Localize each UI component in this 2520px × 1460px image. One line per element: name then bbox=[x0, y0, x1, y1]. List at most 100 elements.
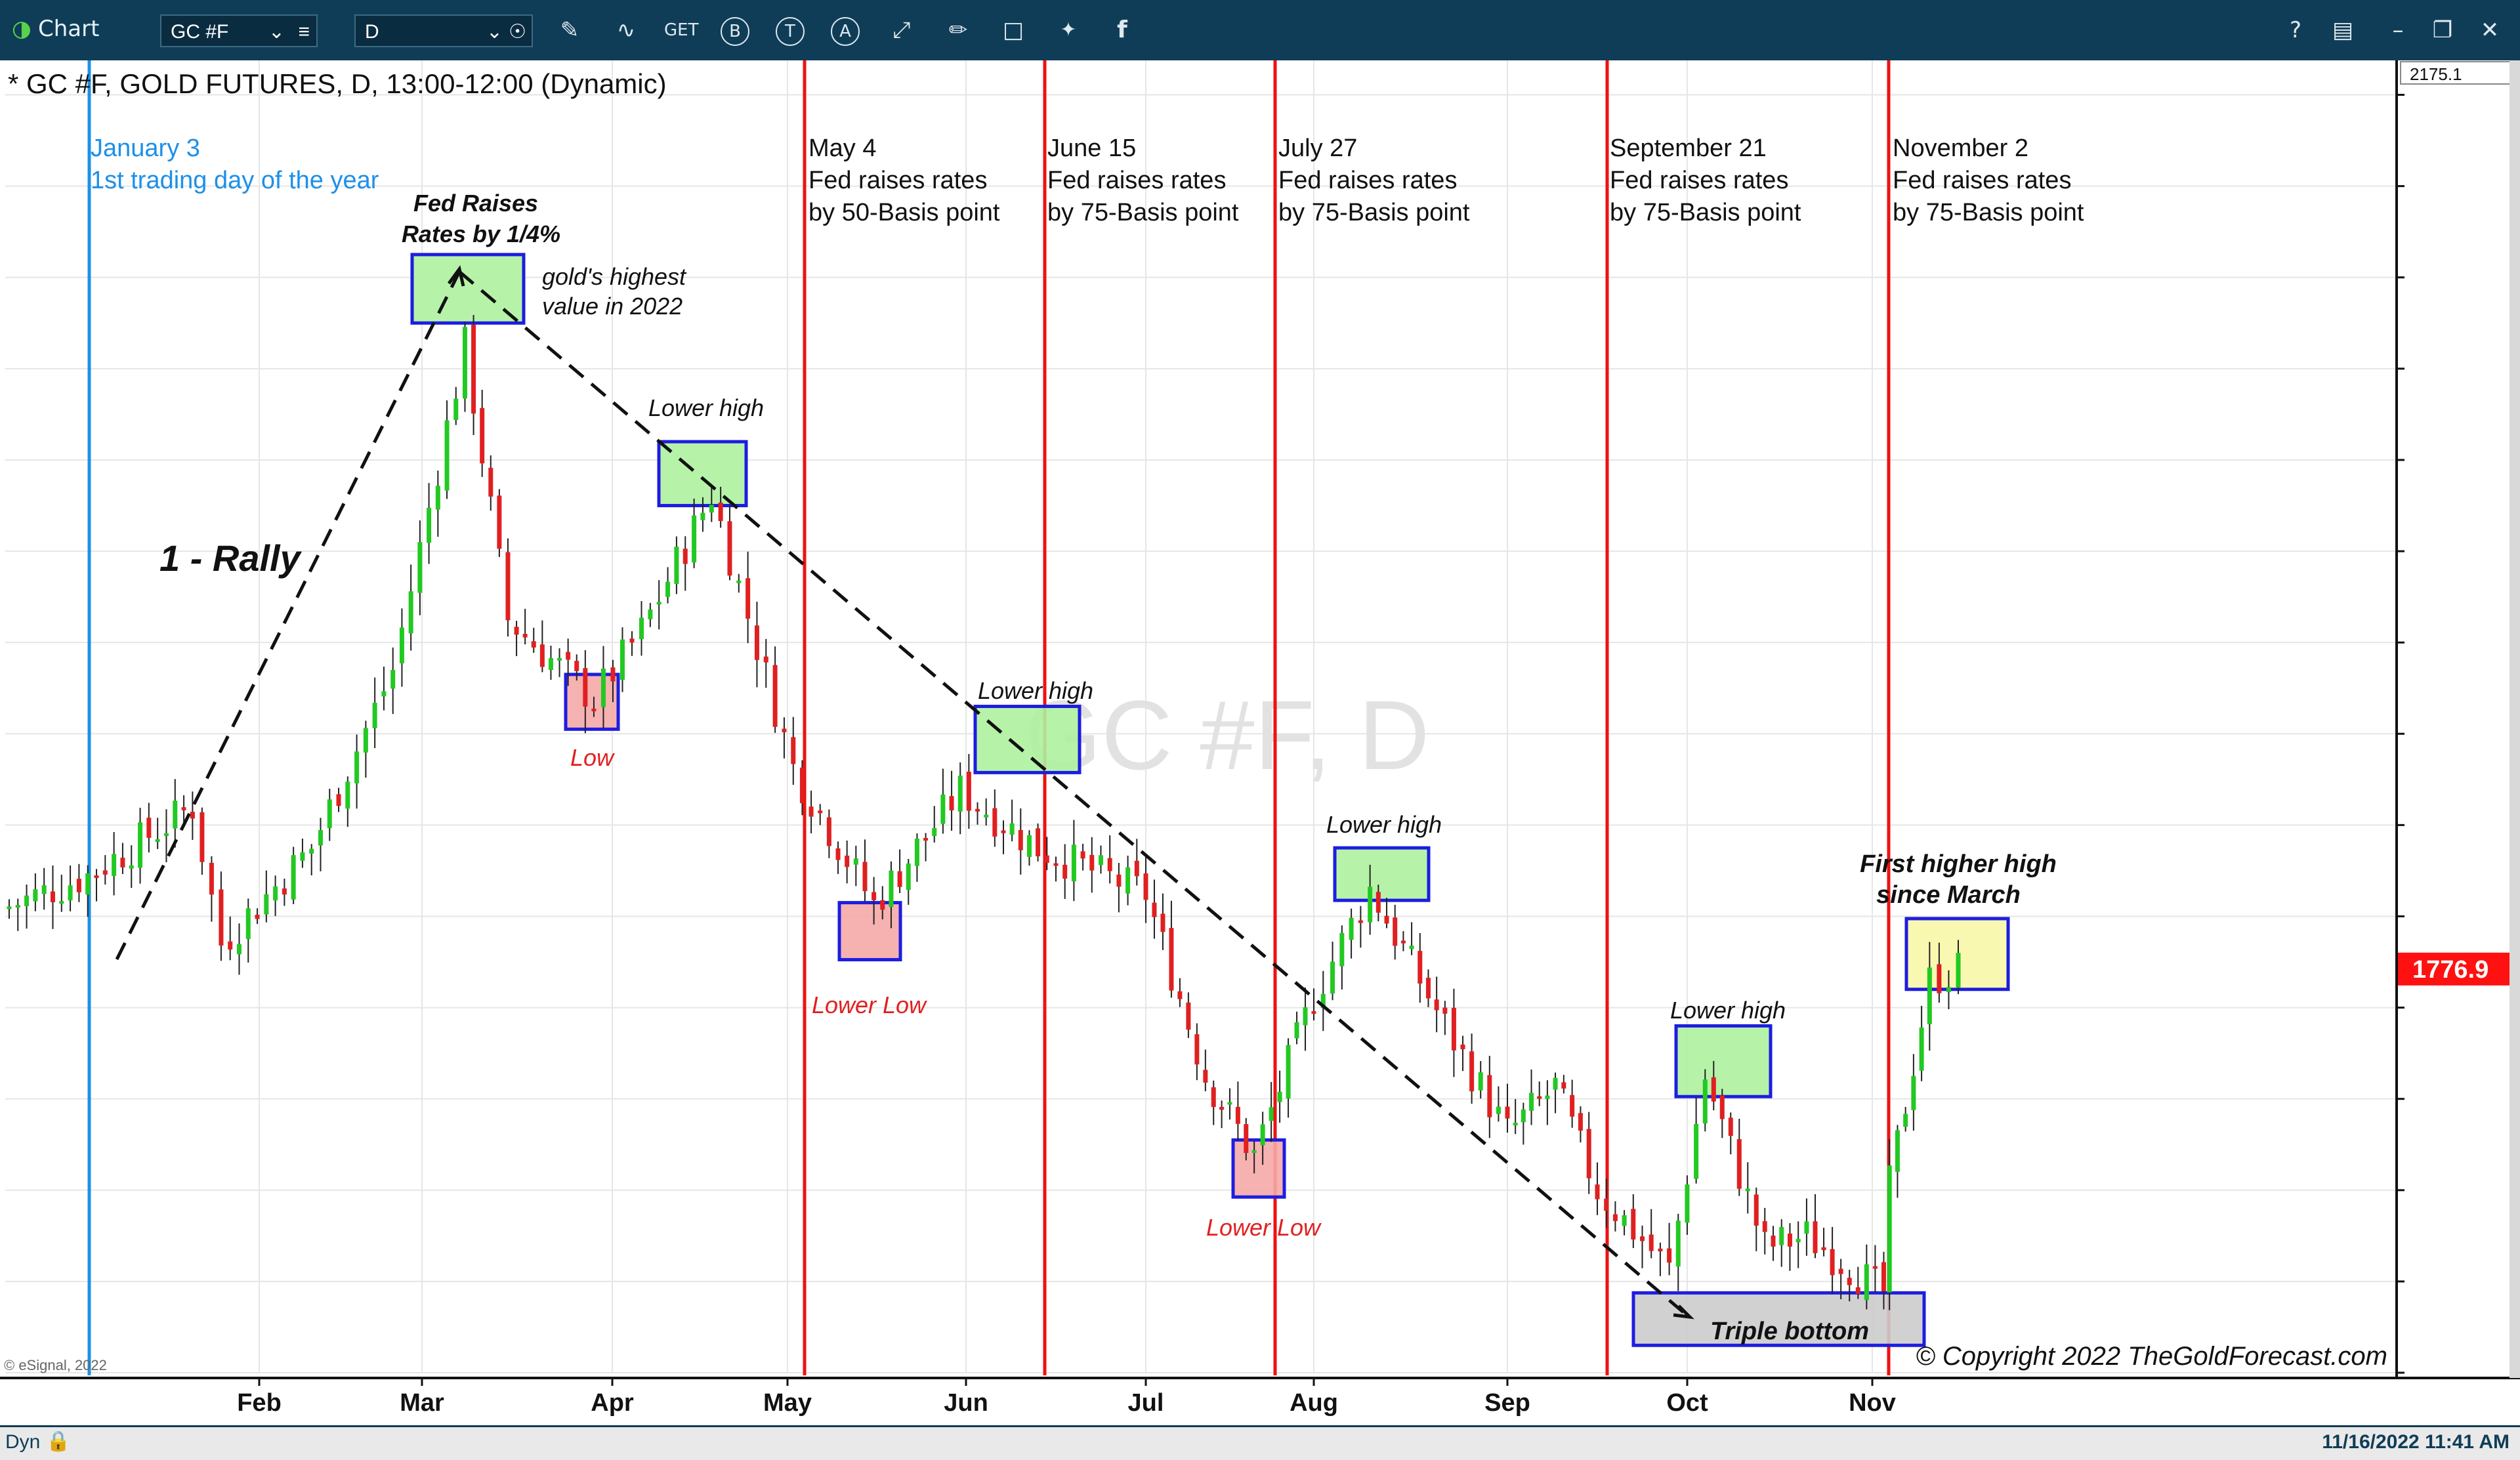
candle-body bbox=[1864, 1264, 1869, 1301]
comment-icon[interactable]: □ bbox=[1002, 17, 1024, 43]
candle-body bbox=[845, 855, 850, 867]
b-icon[interactable]: B bbox=[721, 17, 749, 46]
candle-body bbox=[1116, 874, 1122, 887]
menu-icon[interactable]: ≡ bbox=[298, 21, 310, 43]
candle-body bbox=[548, 657, 553, 671]
candle-body bbox=[255, 914, 260, 919]
time-axis[interactable] bbox=[0, 1378, 2520, 1425]
candle-body bbox=[1487, 1075, 1492, 1117]
candle-body bbox=[1018, 829, 1023, 850]
app-title: Chart bbox=[38, 16, 100, 42]
t-icon[interactable]: T bbox=[776, 17, 805, 46]
chevron-down-icon[interactable]: ⌄ bbox=[268, 21, 285, 43]
edit-icon[interactable]: ✏ bbox=[948, 17, 968, 43]
candle-body bbox=[1303, 1007, 1308, 1026]
candle-body bbox=[782, 728, 787, 732]
minimize-icon[interactable]: – bbox=[2392, 17, 2404, 43]
candle-body bbox=[1260, 1124, 1265, 1146]
candle-body bbox=[24, 895, 30, 907]
candle-body bbox=[914, 839, 919, 866]
candle-body bbox=[1478, 1072, 1483, 1091]
candle-body bbox=[1640, 1236, 1645, 1241]
candle-body bbox=[1349, 917, 1354, 940]
pin-icon[interactable]: ⤢ bbox=[892, 17, 911, 43]
highlight-box bbox=[1333, 846, 1431, 902]
candle-body bbox=[1612, 1214, 1618, 1221]
pencil-icon[interactable]: ✎ bbox=[560, 17, 579, 43]
candle-body bbox=[1311, 1011, 1316, 1014]
candle-body bbox=[1177, 991, 1183, 999]
candle-body bbox=[76, 879, 81, 892]
first-higher-high-label: since March bbox=[1876, 881, 2021, 909]
candle-body bbox=[727, 521, 732, 576]
candle-body bbox=[129, 865, 134, 869]
restore-icon[interactable]: ❐ bbox=[2432, 17, 2453, 43]
candle-body bbox=[209, 862, 214, 895]
close-icon[interactable]: ✕ bbox=[2480, 17, 2500, 43]
candle-body bbox=[522, 634, 528, 638]
candle-body bbox=[1152, 902, 1157, 917]
event-label: May 4 bbox=[808, 135, 876, 162]
candle-body bbox=[1186, 1002, 1191, 1030]
price-axis[interactable] bbox=[2397, 60, 2520, 1425]
candle-body bbox=[889, 870, 894, 907]
x-tick-label: Apr bbox=[591, 1389, 634, 1417]
event-label: by 75-Basis point bbox=[1047, 199, 1239, 226]
candle-body bbox=[1400, 940, 1406, 944]
symbol-input[interactable]: GC #F ⌄ ≡ bbox=[160, 14, 318, 47]
settings-circle-icon[interactable]: ☉ bbox=[509, 21, 526, 43]
candle-body bbox=[1881, 1262, 1886, 1291]
candle-body bbox=[228, 941, 233, 950]
top-price-box bbox=[2400, 61, 2513, 85]
candle-body bbox=[345, 782, 350, 809]
x-tick-label: Aug bbox=[1290, 1389, 1338, 1417]
lower-high-label: Lower high bbox=[1670, 997, 1786, 1024]
get-icon[interactable]: GET bbox=[664, 20, 699, 40]
candle-body bbox=[372, 703, 377, 728]
candle-body bbox=[1062, 864, 1068, 879]
candle-body bbox=[50, 891, 55, 903]
candle-body bbox=[173, 801, 178, 829]
lock-icon[interactable]: 🔒 bbox=[46, 1430, 71, 1452]
candle-body bbox=[41, 885, 47, 894]
candle-body bbox=[444, 420, 450, 491]
layout-icon[interactable]: ▤ bbox=[2332, 17, 2354, 43]
event-label: by 50-Basis point bbox=[808, 199, 1000, 226]
candle-body bbox=[1409, 946, 1414, 949]
candle-body bbox=[1160, 913, 1166, 932]
a-icon[interactable]: A bbox=[831, 17, 860, 46]
candle-body bbox=[1460, 1044, 1465, 1050]
vertical-scrollbar[interactable] bbox=[2510, 60, 2520, 1378]
candle-body bbox=[682, 549, 688, 564]
candle-body bbox=[1358, 920, 1363, 923]
candle-body bbox=[112, 854, 117, 876]
candle-body bbox=[146, 818, 152, 838]
candle-body bbox=[471, 325, 476, 414]
help-icon[interactable]: ? bbox=[2289, 17, 2302, 43]
candle-body bbox=[1286, 1045, 1291, 1099]
candle-body bbox=[736, 580, 742, 583]
highlight-box bbox=[1631, 1291, 1926, 1347]
candle-body bbox=[497, 495, 502, 549]
candle-body bbox=[354, 751, 360, 783]
chart-area[interactable]: GC #F, D January 3 1st trading day of the… bbox=[0, 60, 2520, 1425]
event-label: by 75-Basis point bbox=[1893, 199, 2084, 226]
wave-icon[interactable]: ∿ bbox=[616, 17, 636, 43]
rally-label: 1 - Rally bbox=[159, 537, 303, 579]
candle-body bbox=[1561, 1082, 1566, 1089]
candle-body bbox=[1219, 1106, 1225, 1110]
interval-value: D bbox=[365, 21, 379, 43]
candle-body bbox=[957, 776, 963, 812]
interval-input[interactable]: D ⌄ ☉ bbox=[354, 14, 533, 47]
candle-body bbox=[629, 638, 635, 643]
x-tick-label: Feb bbox=[237, 1389, 282, 1417]
candle-body bbox=[1855, 1287, 1860, 1294]
x-tick-label: Mar bbox=[400, 1389, 444, 1417]
chevron-down-icon[interactable]: ⌄ bbox=[486, 21, 503, 43]
candle-body bbox=[1080, 851, 1085, 859]
twitter-icon[interactable]: ✦ bbox=[1060, 18, 1077, 41]
candle-body bbox=[1578, 1113, 1583, 1131]
esignal-label: © eSignal, 2022 bbox=[4, 1357, 107, 1373]
candle-body bbox=[1711, 1077, 1716, 1102]
facebook-icon[interactable]: f bbox=[1117, 16, 1127, 43]
